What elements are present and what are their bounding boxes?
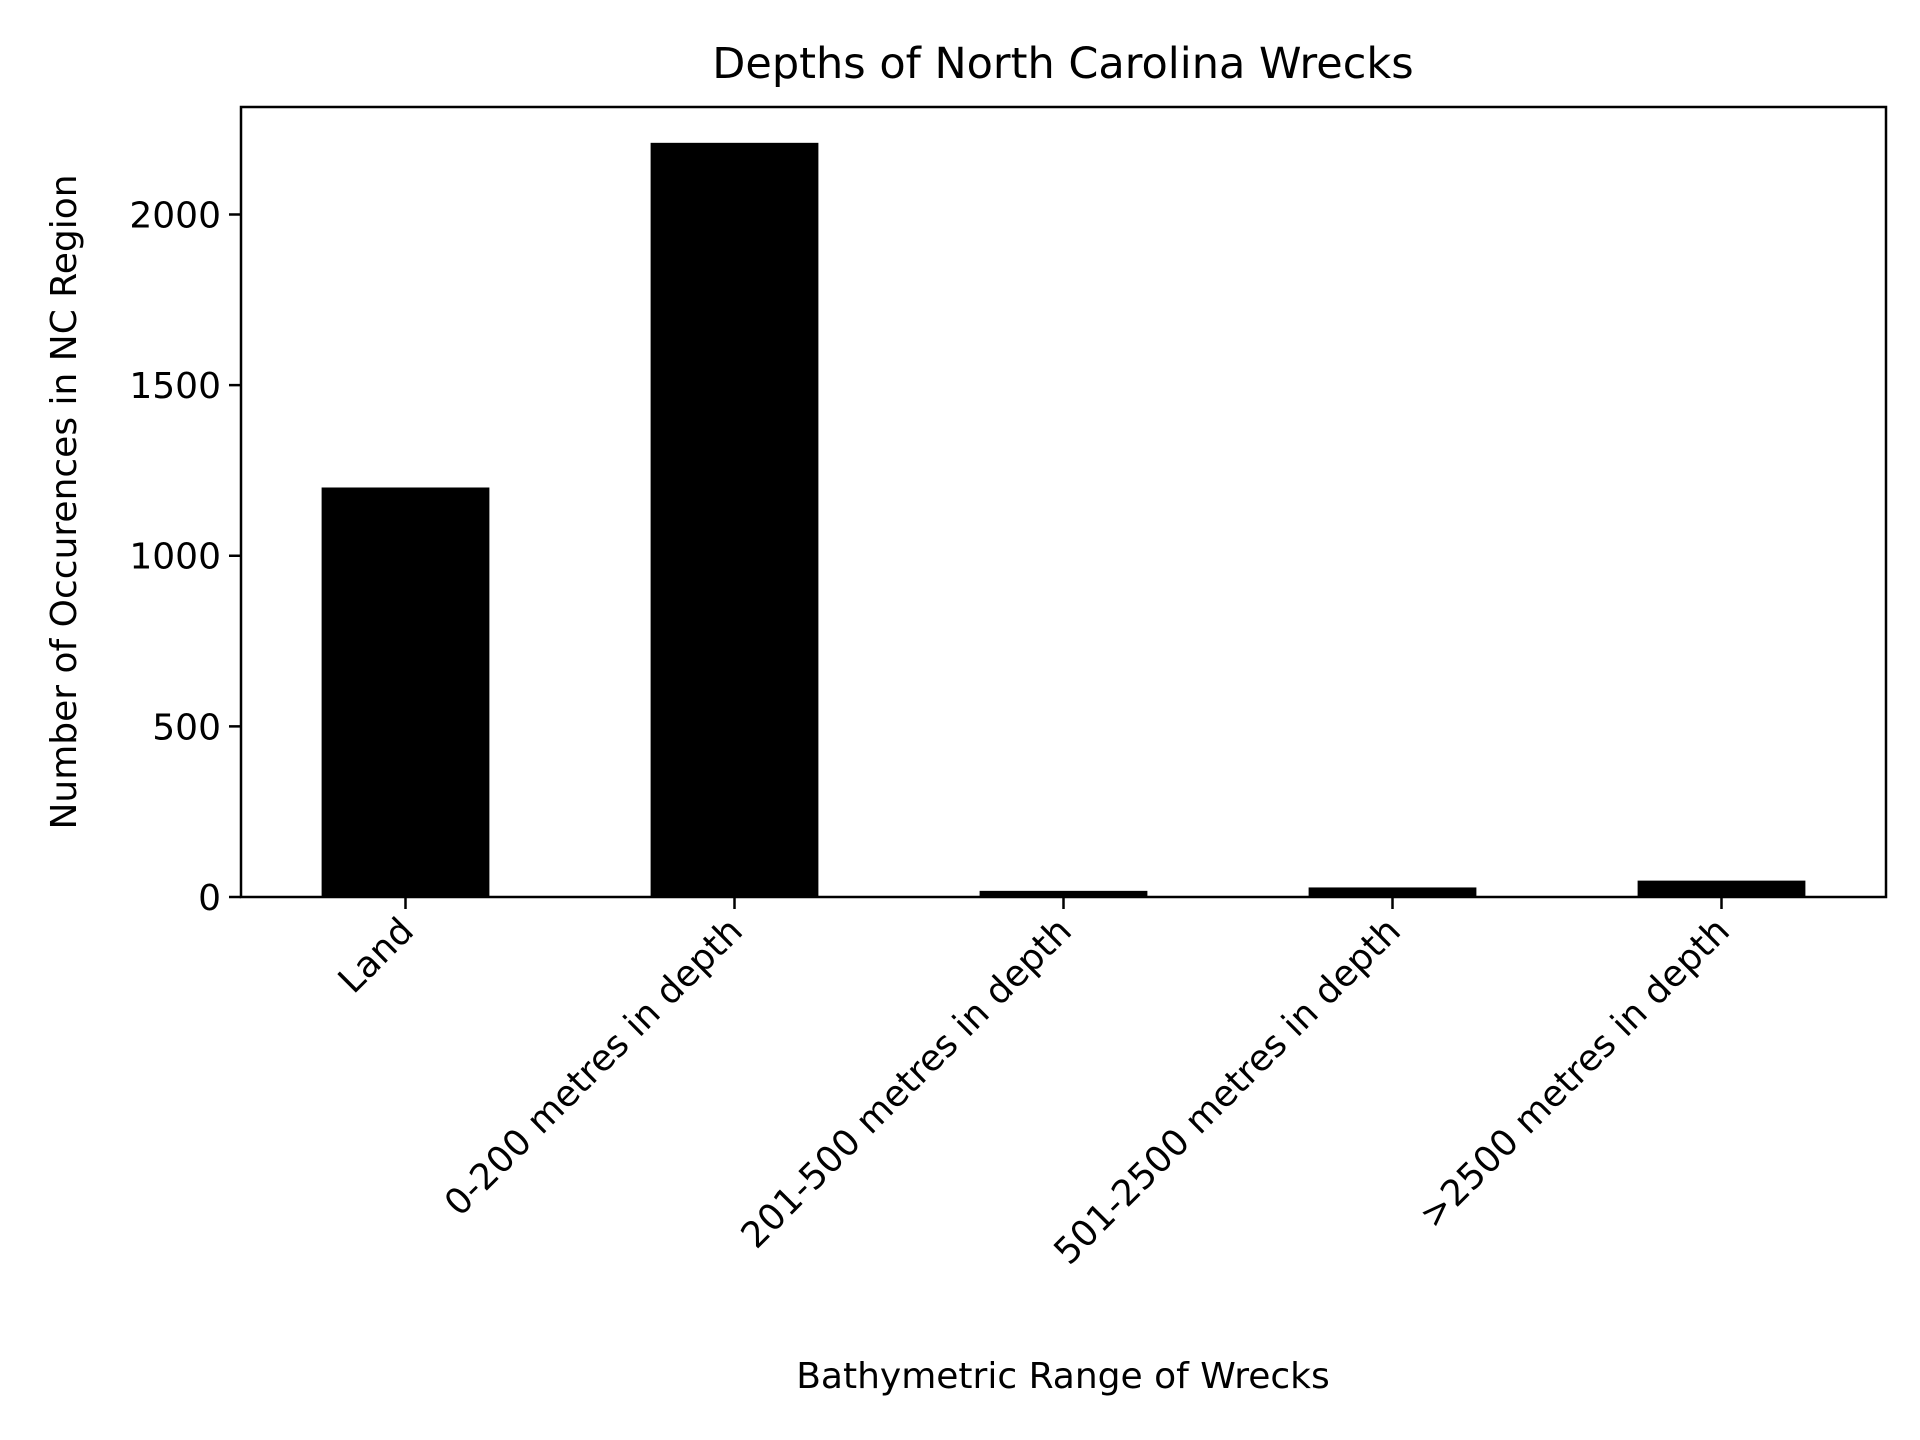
x-tick-label: 201-500 metres in depth [734, 910, 1080, 1256]
x-axis-label: Bathymetric Range of Wrecks [796, 1356, 1330, 1397]
bars [321, 142, 1806, 897]
bar-3 [1308, 887, 1477, 897]
bar-2 [979, 890, 1148, 897]
y-tick-label: 1500 [129, 366, 221, 407]
y-tick-label: 1000 [129, 537, 221, 578]
y-tick-label: 0 [198, 878, 221, 919]
y-axis-label: Number of Occurences in NC Region [44, 174, 85, 829]
x-tick-label: 0-200 metres in depth [437, 910, 751, 1224]
chart-title: Depths of North Carolina Wrecks [712, 39, 1413, 89]
bar-1 [650, 142, 819, 897]
y-tick-label: 2000 [129, 195, 221, 236]
x-tick-label: >2500 metres in depth [1412, 910, 1738, 1236]
y-axis: 0 500 1000 1500 2000 [129, 195, 241, 919]
bar-4 [1637, 880, 1806, 897]
bar-0 [321, 487, 490, 897]
y-tick-label: 500 [152, 707, 221, 748]
x-tick-label: Land [331, 910, 422, 1001]
x-tick-label: 501-2500 metres in depth [1046, 910, 1408, 1272]
